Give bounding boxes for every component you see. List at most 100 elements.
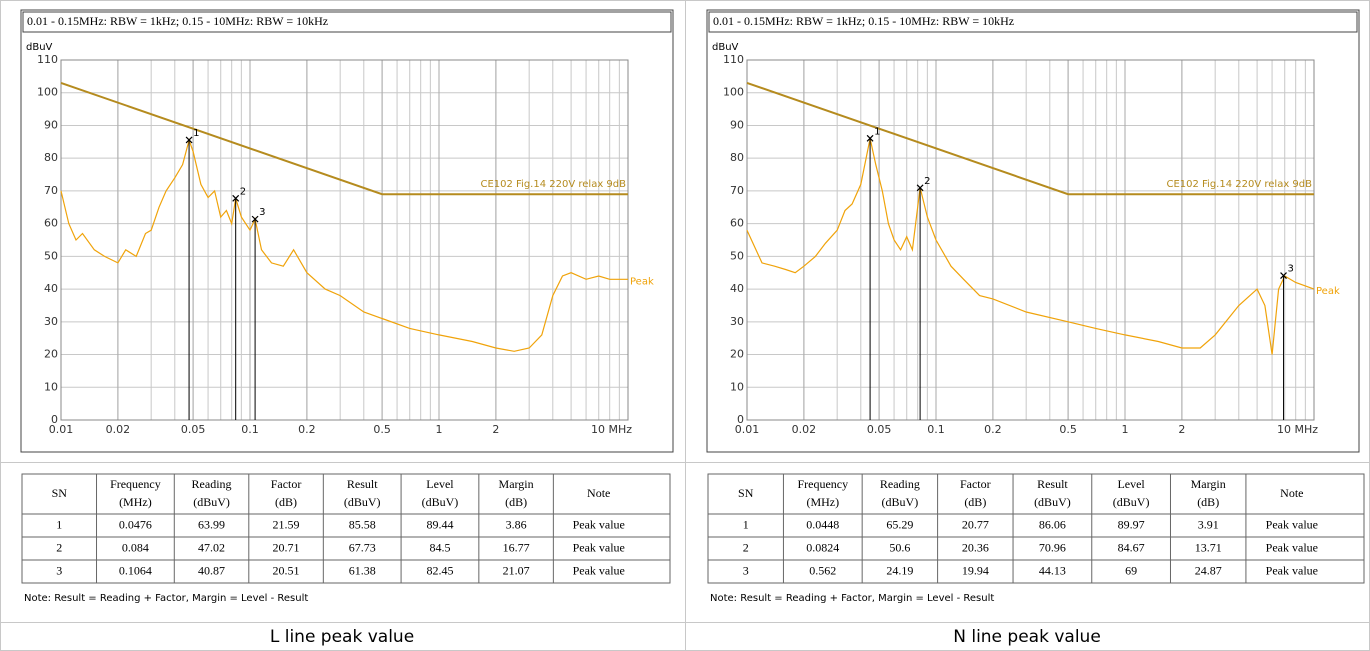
table-cell: 0.562 [809, 563, 836, 577]
y-tick-label: 10 [730, 380, 744, 393]
x-tick-label: 0.01 [49, 423, 74, 436]
table-cell: 47.02 [198, 540, 225, 554]
x-tick-label: 10 MHz [1277, 423, 1318, 436]
table-cell: 20.77 [962, 517, 989, 531]
table-border [707, 473, 1365, 584]
x-tick-label: 1 [436, 423, 443, 436]
x-tick-label: 0.02 [792, 423, 817, 436]
table-cell: Peak value [573, 517, 625, 531]
table-note: Note: Result = Reading + Factor, Margin … [710, 593, 994, 604]
y-tick-label: 80 [730, 151, 744, 164]
y-tick-label: 60 [730, 217, 744, 230]
y-tick-label: 20 [44, 348, 58, 361]
x-tick-label: 1 [1122, 423, 1129, 436]
table-cell: 65.29 [886, 517, 913, 531]
table-cell: 13.71 [1195, 540, 1222, 554]
column-header: (dBuV) [1113, 495, 1150, 509]
column-header: Level [426, 477, 454, 491]
table-cell: 2 [743, 540, 749, 554]
y-tick-label: 90 [730, 118, 744, 131]
x-tick-label: 10 MHz [591, 423, 632, 436]
limit-label: CE102 Fig.14 220V relax 9dB [480, 179, 626, 190]
y-tick-label: 100 [723, 86, 744, 99]
table-cell: 50.6 [889, 540, 910, 554]
column-header: Frequency [797, 477, 848, 491]
table-cell: 24.19 [886, 563, 913, 577]
x-tick-label: 0.02 [106, 423, 131, 436]
table-cell: 44.13 [1039, 563, 1066, 577]
marker [866, 134, 874, 142]
column-header: Margin [499, 477, 534, 491]
column-header: Note [1280, 486, 1303, 500]
caption: L line peak value [270, 627, 414, 647]
table-cell: 61.38 [349, 563, 376, 577]
table-border [21, 473, 671, 584]
marker-label: 2 [924, 176, 930, 187]
table-cell: 21.07 [503, 563, 530, 577]
table-cell: 3 [56, 563, 62, 577]
y-tick-label: 110 [37, 53, 58, 66]
chart-frame [706, 9, 1360, 453]
table-cell: 2 [56, 540, 62, 554]
y-tick-label: 40 [730, 282, 744, 295]
table-cell: 84.67 [1118, 540, 1145, 554]
column-header: Factor [271, 477, 302, 491]
table-cell: 70.96 [1039, 540, 1066, 554]
x-tick-label: 0.2 [984, 423, 1002, 436]
x-tick-label: 0.1 [241, 423, 259, 436]
table-cell: 63.99 [198, 517, 225, 531]
trace-label: Peak [630, 276, 654, 287]
table-cell: 3.86 [506, 517, 527, 531]
column-header: SN [52, 486, 68, 500]
marker-label: 3 [259, 207, 265, 218]
column-header: (dBuV) [1034, 495, 1071, 509]
table-cell: 0.0476 [119, 517, 152, 531]
table-cell: 3 [743, 563, 749, 577]
table-cell: 82.45 [426, 563, 453, 577]
table-cell: 0.1064 [119, 563, 152, 577]
marker [251, 215, 259, 223]
x-tick-label: 0.01 [735, 423, 760, 436]
series-line [746, 81, 1314, 196]
chart-header: 0.01 - 0.15MHz: RBW = 1kHz; 0.15 - 10MHz… [27, 14, 328, 28]
column-header: (dB) [505, 495, 527, 509]
table-cell: 1 [743, 517, 749, 531]
chart-header: 0.01 - 0.15MHz: RBW = 1kHz; 0.15 - 10MHz… [713, 14, 1014, 28]
column-header: (dBuV) [344, 495, 381, 509]
table-cell: 21.59 [273, 517, 300, 531]
table-cell: 67.73 [349, 540, 376, 554]
table-cell: 1 [56, 517, 62, 531]
y-tick-label: 60 [44, 217, 58, 230]
series-line [746, 138, 1315, 355]
marker-label: 1 [874, 126, 880, 137]
column-header: Reading [192, 477, 232, 491]
x-tick-label: 0.1 [927, 423, 945, 436]
series-line [60, 138, 628, 352]
table-cell: 85.58 [349, 517, 376, 531]
y-tick-label: 50 [730, 249, 744, 262]
trace-label: Peak [1316, 286, 1340, 297]
table-cell: 0.0824 [806, 540, 839, 554]
column-header: Note [587, 486, 610, 500]
column-header: (dBuV) [882, 495, 919, 509]
y-tick-label: 70 [44, 184, 58, 197]
chart-frame [20, 9, 674, 453]
marker-label: 1 [193, 128, 199, 139]
column-header: (MHz) [806, 495, 839, 509]
x-tick-label: 0.2 [298, 423, 316, 436]
y-tick-label: 30 [44, 315, 58, 328]
y-tick-label: 110 [723, 53, 744, 66]
column-header: (dB) [964, 495, 986, 509]
marker [916, 184, 924, 192]
y-tick-label: 0 [737, 413, 744, 426]
marker-label: 3 [1288, 264, 1294, 275]
y-unit: dBuV [26, 42, 53, 53]
table-note: Note: Result = Reading + Factor, Margin … [24, 593, 308, 604]
marker-label: 2 [240, 186, 246, 197]
marker [1280, 272, 1287, 279]
table-cell: Peak value [573, 563, 625, 577]
series-line [60, 81, 628, 196]
y-tick-label: 50 [44, 249, 58, 262]
table-cell: 19.94 [962, 563, 989, 577]
